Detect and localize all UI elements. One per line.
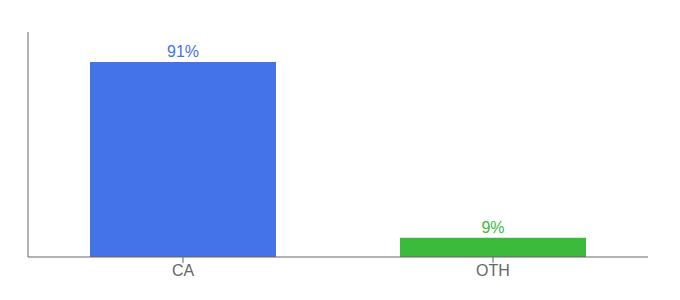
svg-text:OTH: OTH <box>476 262 510 279</box>
svg-text:91%: 91% <box>167 43 199 60</box>
svg-text:CA: CA <box>172 262 195 279</box>
svg-text:9%: 9% <box>481 219 504 236</box>
